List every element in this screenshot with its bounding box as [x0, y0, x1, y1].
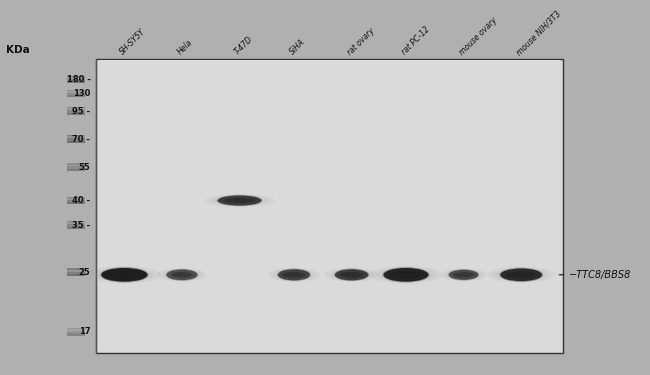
- Bar: [68, 136, 85, 138]
- Bar: [68, 202, 85, 204]
- Ellipse shape: [445, 270, 483, 280]
- Ellipse shape: [448, 269, 479, 280]
- Ellipse shape: [283, 272, 306, 278]
- Ellipse shape: [278, 269, 310, 280]
- Bar: [96, 58, 563, 353]
- Bar: [68, 113, 85, 115]
- Bar: [68, 221, 85, 229]
- Ellipse shape: [171, 272, 193, 278]
- Ellipse shape: [216, 196, 263, 205]
- Text: 95 -: 95 -: [72, 106, 90, 116]
- Ellipse shape: [166, 269, 198, 281]
- Text: 40 -: 40 -: [72, 196, 90, 205]
- Text: rat ovary: rat ovary: [345, 26, 376, 57]
- Bar: [68, 81, 85, 84]
- Bar: [68, 107, 85, 115]
- Bar: [68, 169, 85, 171]
- Ellipse shape: [166, 270, 198, 280]
- Ellipse shape: [99, 269, 150, 281]
- Ellipse shape: [340, 272, 363, 278]
- Bar: [68, 164, 85, 171]
- Bar: [99, 60, 560, 351]
- Ellipse shape: [277, 268, 311, 281]
- Ellipse shape: [109, 271, 140, 279]
- Bar: [68, 90, 85, 98]
- Text: −TTC8/BBS8: −TTC8/BBS8: [569, 270, 632, 280]
- Text: 55: 55: [79, 163, 90, 172]
- Ellipse shape: [447, 270, 480, 279]
- Ellipse shape: [101, 268, 148, 282]
- Ellipse shape: [224, 198, 255, 203]
- Text: 180 -: 180 -: [66, 75, 90, 84]
- Ellipse shape: [335, 269, 368, 280]
- Bar: [68, 141, 85, 143]
- Ellipse shape: [330, 269, 373, 280]
- Bar: [68, 165, 85, 166]
- Bar: [68, 329, 85, 331]
- Ellipse shape: [205, 194, 274, 207]
- Text: Hela: Hela: [176, 38, 194, 57]
- Bar: [68, 270, 85, 272]
- Bar: [68, 198, 85, 200]
- Ellipse shape: [453, 272, 474, 278]
- Ellipse shape: [494, 268, 548, 281]
- Ellipse shape: [276, 270, 311, 280]
- Text: 25: 25: [79, 268, 90, 277]
- Bar: [68, 328, 85, 336]
- Text: T-47D: T-47D: [233, 35, 255, 57]
- Ellipse shape: [100, 267, 149, 282]
- Ellipse shape: [384, 268, 428, 282]
- Ellipse shape: [218, 195, 261, 206]
- Ellipse shape: [211, 195, 268, 206]
- Text: SiHA: SiHA: [287, 38, 307, 57]
- Bar: [68, 91, 85, 93]
- Text: 17: 17: [79, 327, 90, 336]
- Ellipse shape: [268, 268, 320, 282]
- Text: mouse NIH/3T3: mouse NIH/3T3: [515, 9, 563, 57]
- Bar: [68, 76, 85, 84]
- Bar: [68, 222, 85, 224]
- Ellipse shape: [162, 269, 202, 280]
- Ellipse shape: [500, 268, 542, 281]
- Text: SH-SY5Y: SH-SY5Y: [118, 28, 148, 57]
- Bar: [68, 333, 85, 336]
- Ellipse shape: [88, 266, 161, 284]
- Ellipse shape: [382, 269, 430, 281]
- Text: 70 -: 70 -: [72, 135, 90, 144]
- Bar: [68, 196, 85, 204]
- Text: KDa: KDa: [6, 45, 30, 55]
- Ellipse shape: [499, 268, 543, 282]
- Ellipse shape: [94, 268, 154, 282]
- Bar: [68, 226, 85, 229]
- Ellipse shape: [488, 267, 554, 283]
- Ellipse shape: [157, 268, 207, 282]
- Ellipse shape: [333, 270, 370, 280]
- Ellipse shape: [440, 268, 487, 281]
- Ellipse shape: [449, 270, 478, 280]
- Ellipse shape: [382, 267, 430, 282]
- Ellipse shape: [506, 272, 536, 278]
- Ellipse shape: [390, 271, 422, 279]
- Ellipse shape: [273, 269, 315, 280]
- Bar: [68, 268, 85, 276]
- Ellipse shape: [216, 195, 263, 206]
- Bar: [68, 95, 85, 98]
- Ellipse shape: [334, 268, 369, 281]
- Bar: [68, 274, 85, 276]
- Text: mouse ovary: mouse ovary: [457, 16, 499, 57]
- Bar: [68, 108, 85, 110]
- Ellipse shape: [377, 268, 435, 282]
- Ellipse shape: [370, 266, 442, 284]
- Bar: [68, 77, 85, 79]
- Text: rat PC-12: rat PC-12: [400, 25, 431, 57]
- Ellipse shape: [165, 270, 199, 279]
- Text: 35 -: 35 -: [72, 220, 90, 230]
- Bar: [68, 135, 85, 143]
- Ellipse shape: [325, 268, 378, 282]
- Text: 130: 130: [73, 89, 90, 98]
- Ellipse shape: [499, 269, 544, 280]
